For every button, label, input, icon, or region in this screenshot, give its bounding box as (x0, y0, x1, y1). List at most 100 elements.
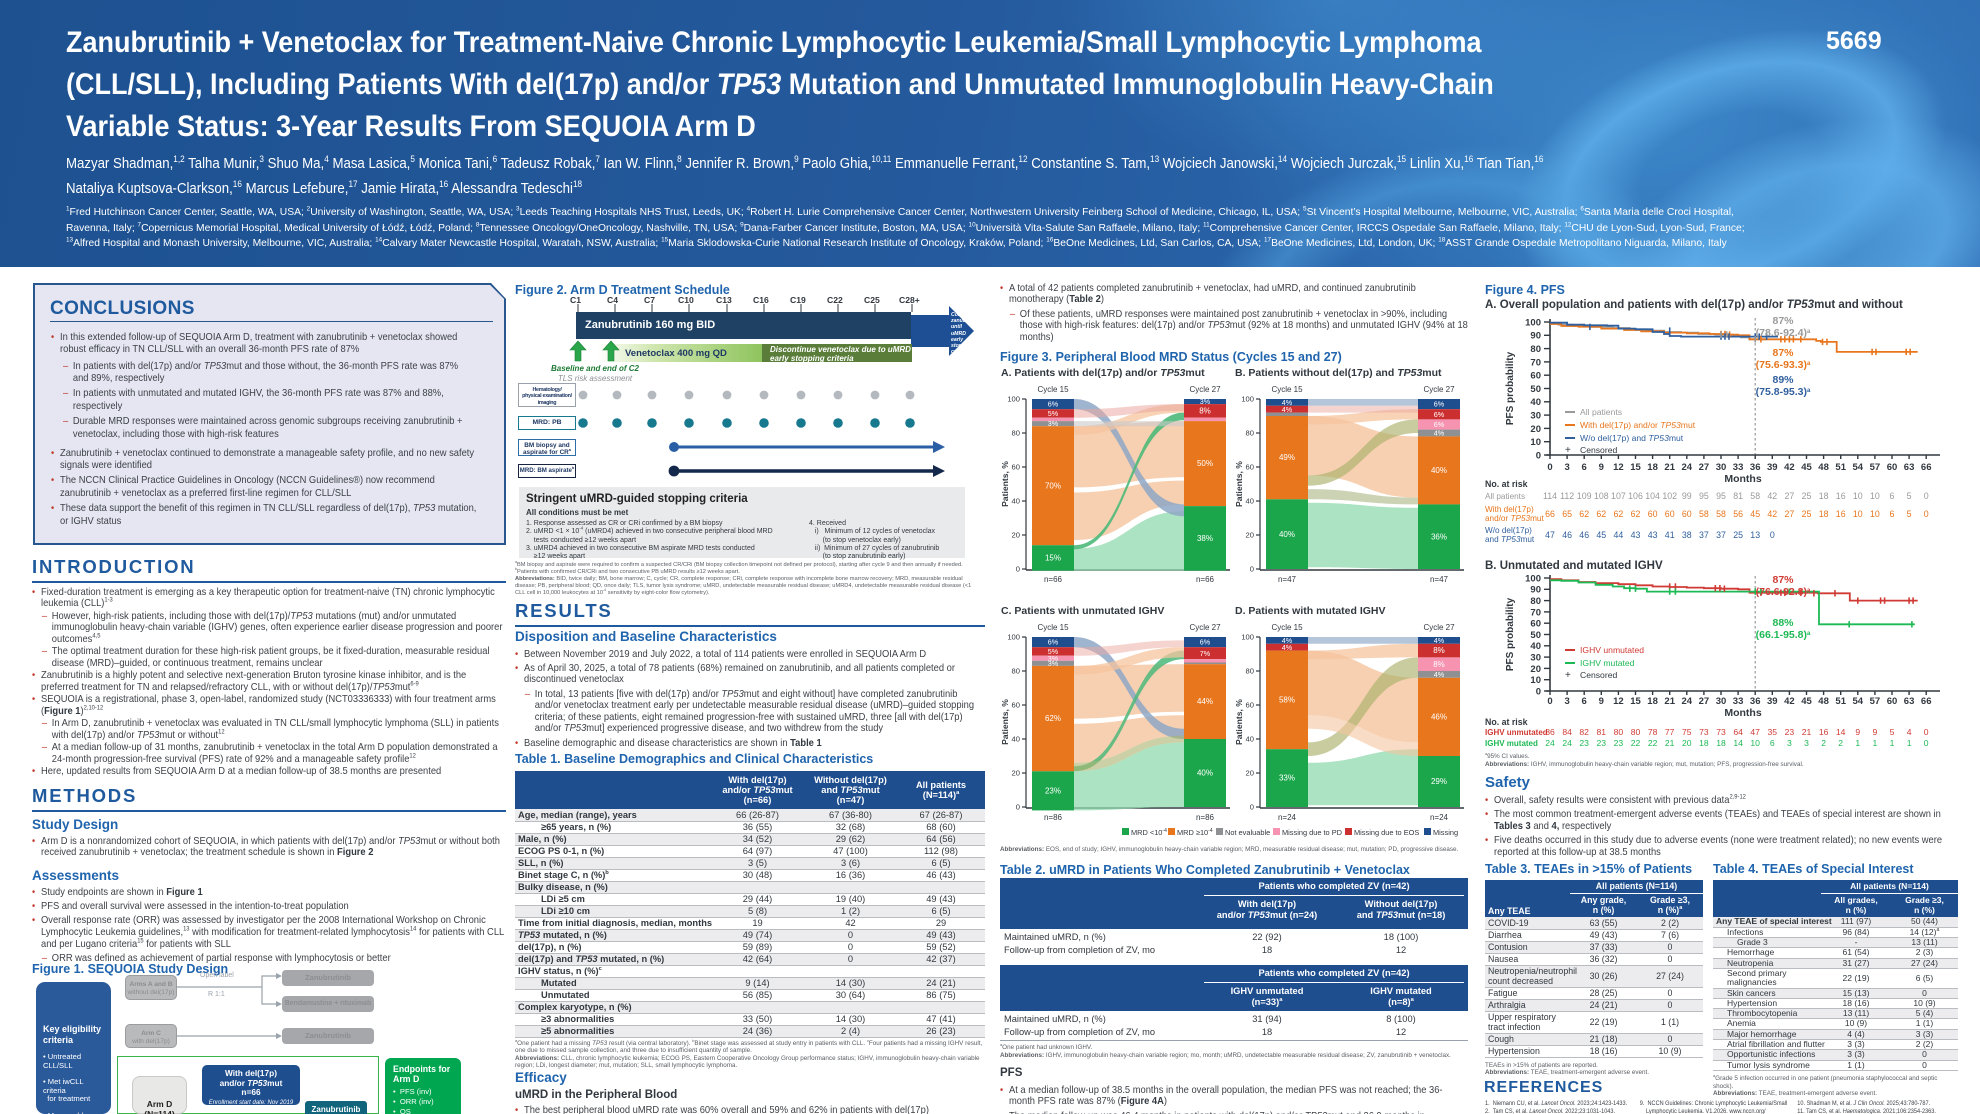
svg-text:Censored: Censored (1580, 670, 1617, 680)
svg-text:66: 66 (1921, 696, 1932, 707)
svg-text:70: 70 (1530, 357, 1541, 368)
svg-text:7%: 7% (1200, 649, 1211, 658)
svg-text:25: 25 (1802, 491, 1812, 501)
svg-text:20: 20 (1246, 531, 1254, 540)
svg-text:57: 57 (1870, 696, 1881, 707)
svg-text:60: 60 (1012, 701, 1020, 710)
svg-text:25: 25 (1733, 530, 1743, 540)
svg-text:65: 65 (1562, 509, 1572, 519)
svg-text:73: 73 (1716, 727, 1726, 737)
svg-text:20: 20 (1012, 769, 1020, 778)
svg-text:38%: 38% (1197, 534, 1213, 543)
svg-text:44: 44 (1614, 530, 1624, 540)
svg-text:21: 21 (1802, 727, 1812, 737)
svg-text:27: 27 (1785, 491, 1795, 501)
svg-text:15: 15 (1630, 462, 1641, 473)
svg-text:81: 81 (1597, 727, 1607, 737)
svg-text:50: 50 (1530, 630, 1541, 641)
svg-text:37: 37 (1716, 530, 1726, 540)
svg-text:90: 90 (1530, 331, 1541, 342)
svg-text:46: 46 (1562, 530, 1572, 540)
svg-text:6: 6 (1890, 491, 1895, 501)
svg-text:54: 54 (1853, 462, 1864, 473)
svg-text:46%: 46% (1431, 713, 1447, 722)
svg-text:0: 0 (1016, 803, 1020, 812)
svg-text:0: 0 (1924, 509, 1929, 519)
svg-text:54: 54 (1853, 696, 1864, 707)
svg-text:62: 62 (1596, 509, 1606, 519)
svg-text:Cycle 15: Cycle 15 (1271, 385, 1303, 394)
svg-text:77: 77 (1665, 727, 1675, 737)
svg-text:W/o del(17p): W/o del(17p) (1485, 526, 1532, 535)
svg-text:42: 42 (1784, 696, 1795, 707)
svg-text:10: 10 (1853, 491, 1863, 501)
svg-text:8%: 8% (1433, 660, 1445, 669)
svg-text:41: 41 (1665, 530, 1675, 540)
svg-text:45: 45 (1801, 696, 1812, 707)
svg-text:57: 57 (1870, 462, 1881, 473)
svg-text:87%: 87% (1772, 315, 1794, 327)
svg-text:60: 60 (1012, 463, 1020, 472)
svg-text:84: 84 (1562, 727, 1572, 737)
svg-text:6%: 6% (1048, 638, 1059, 647)
svg-text:70: 70 (1530, 607, 1541, 618)
svg-text:0: 0 (1250, 803, 1254, 812)
svg-text:21: 21 (1664, 696, 1675, 707)
svg-text:Missing due to EOS: Missing due to EOS (1354, 828, 1419, 837)
svg-text:All patients: All patients (1580, 407, 1622, 417)
svg-text:58: 58 (1716, 509, 1726, 519)
svg-text:23%: 23% (1045, 786, 1061, 795)
svg-text:5: 5 (1890, 727, 1895, 737)
svg-text:114: 114 (1543, 491, 1557, 501)
svg-text:42: 42 (1767, 491, 1777, 501)
svg-text:80: 80 (1614, 727, 1624, 737)
svg-text:36%: 36% (1431, 532, 1447, 541)
svg-text:35: 35 (1768, 727, 1778, 737)
svg-text:Cycle 27: Cycle 27 (1189, 385, 1221, 394)
svg-text:Patients, %: Patients, % (1000, 699, 1010, 745)
svg-text:18: 18 (1699, 738, 1709, 748)
svg-text:39: 39 (1767, 462, 1778, 473)
svg-text:0: 0 (1536, 686, 1541, 697)
svg-text:102: 102 (1662, 491, 1677, 501)
svg-text:No. at risk: No. at risk (1485, 479, 1528, 489)
svg-text:22: 22 (1648, 738, 1658, 748)
svg-text:0: 0 (1536, 450, 1541, 461)
svg-text:Months: Months (1724, 473, 1761, 485)
svg-text:6%: 6% (1434, 400, 1445, 409)
svg-text:80: 80 (1246, 667, 1254, 676)
svg-text:100: 100 (1241, 633, 1254, 642)
svg-text:4%: 4% (1282, 636, 1293, 645)
svg-text:16: 16 (1819, 727, 1829, 737)
svg-text:45: 45 (1596, 530, 1606, 540)
svg-text:Months: Months (1724, 707, 1761, 719)
svg-text:(76.6-92.8)a: (76.6-92.8)a (1756, 586, 1811, 598)
svg-text:62%: 62% (1045, 714, 1061, 723)
svg-text:Censored: Censored (1580, 445, 1617, 455)
svg-text:47: 47 (1750, 727, 1760, 737)
svg-text:4%: 4% (1434, 429, 1445, 438)
svg-text:8%: 8% (1199, 407, 1211, 416)
svg-text:MRD ≥10-4: MRD ≥10-4 (1177, 828, 1213, 837)
svg-text:Cycle 27: Cycle 27 (1189, 623, 1221, 632)
svg-text:12: 12 (1613, 462, 1624, 473)
svg-text:63: 63 (1904, 462, 1915, 473)
svg-text:46: 46 (1579, 530, 1589, 540)
svg-text:+: + (1565, 445, 1571, 456)
svg-text:Cycle 27: Cycle 27 (1423, 623, 1455, 632)
svg-text:40%: 40% (1279, 530, 1295, 539)
svg-text:16: 16 (1836, 509, 1846, 519)
svg-text:All patients: All patients (1485, 492, 1525, 501)
svg-text:60: 60 (1887, 696, 1898, 707)
svg-text:n=24: n=24 (1430, 813, 1449, 822)
svg-text:66: 66 (1545, 509, 1555, 519)
svg-text:51: 51 (1835, 462, 1846, 473)
svg-text:30: 30 (1530, 411, 1541, 422)
svg-text:20: 20 (1530, 664, 1541, 675)
svg-text:n=86: n=86 (1044, 813, 1063, 822)
svg-text:9: 9 (1855, 727, 1860, 737)
svg-text:36: 36 (1750, 462, 1761, 473)
svg-text:4%: 4% (1434, 636, 1445, 645)
svg-text:80: 80 (1530, 596, 1541, 607)
svg-text:99: 99 (1682, 491, 1692, 501)
